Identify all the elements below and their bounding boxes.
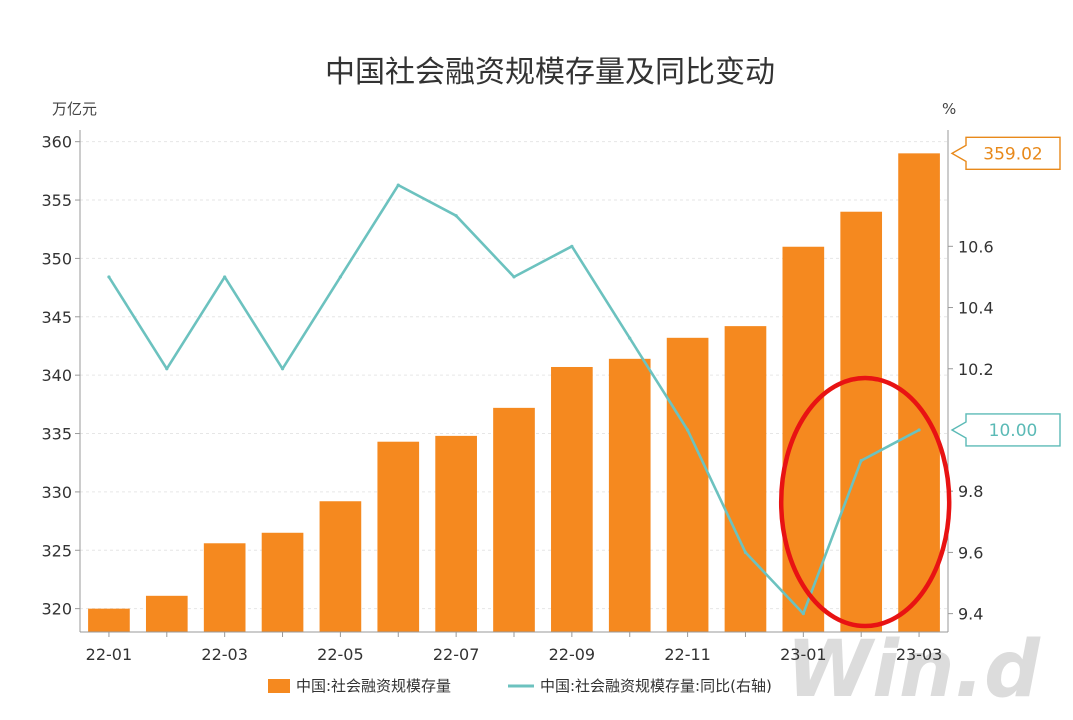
bar-22-04 (261, 532, 304, 632)
line-point-22-12 (743, 550, 748, 555)
left-tick-label: 355 (41, 191, 72, 210)
left-tick-label: 345 (41, 308, 72, 327)
right-tick-label: 10.4 (958, 299, 994, 318)
left-tick-label: 320 (41, 600, 72, 619)
right-tick-label: 9.8 (958, 482, 983, 501)
callout-box (950, 413, 1061, 447)
legend: 中国:社会融资规模存量 中国:社会融资规模存量:同比(右轴) (268, 677, 772, 695)
x-tick-label: 22-09 (549, 645, 596, 664)
right-tick-label: 9.6 (958, 543, 983, 562)
line-point-22-01 (107, 275, 111, 279)
line-series (107, 183, 921, 616)
line-point-22-07 (454, 214, 458, 218)
legend-swatch-bar (268, 679, 290, 693)
line-point-22-04 (280, 367, 285, 371)
line-point-22-09 (570, 244, 574, 248)
legend-label-line: 中国:社会融资规模存量:同比(右轴) (540, 677, 772, 695)
highlight-ellipse (778, 375, 952, 629)
bar-22-01 (88, 608, 130, 632)
callout-box (950, 136, 1061, 171)
x-tick-label: 22-11 (664, 645, 711, 664)
line-point-23-01 (801, 612, 805, 616)
left-tick-label: 350 (41, 249, 72, 268)
chart-title: 中国社会融资规模存量及同比变动 (325, 55, 775, 90)
left-tick-label: 325 (41, 541, 72, 560)
line-point-23-02 (859, 458, 863, 463)
x-tick-label: 23-03 (896, 645, 943, 664)
bar-22-08 (493, 407, 535, 632)
bar-23-02 (840, 211, 883, 632)
bar-22-03 (203, 543, 246, 632)
callout-value: 359.02 (983, 144, 1042, 164)
line-point-22-05 (338, 275, 342, 279)
right-tick-label: 10.2 (958, 360, 994, 379)
bar-22-12 (724, 326, 767, 632)
legend-label-bar: 中国:社会融资规模存量 (296, 677, 451, 695)
left-axis-unit: 万亿元 (52, 100, 97, 118)
x-tick-label: 23-01 (780, 645, 827, 664)
left-tick-label: 340 (41, 366, 72, 385)
line-point-22-03 (223, 275, 227, 279)
line-point-22-10 (628, 336, 632, 340)
right-tick-label: 9.4 (958, 605, 983, 624)
watermark: Win.d (786, 625, 1041, 715)
bar-23-01 (782, 246, 825, 632)
x-tick-label: 22-03 (201, 645, 248, 664)
axes (75, 130, 953, 637)
line-point-23-03 (917, 428, 921, 432)
left-tick-label: 360 (41, 133, 72, 152)
highlight-annotation (778, 375, 952, 629)
right-tick-label: 10.6 (958, 237, 994, 256)
bar-22-10 (608, 358, 651, 632)
bar-22-02 (145, 595, 188, 632)
bar-22-11 (666, 337, 709, 632)
bar-22-06 (377, 441, 420, 632)
tick-labels: 320 325 330 335 340 345 350 355 360 9.4 9.6 9.8 10.2… (41, 133, 993, 664)
right-axis-unit: % (942, 100, 956, 118)
line-point-22-11 (686, 428, 690, 432)
bar-22-07 (435, 435, 477, 632)
callout-value: 10.00 (989, 421, 1038, 441)
x-tick-label: 22-05 (317, 645, 364, 664)
bar-22-05 (319, 501, 362, 632)
line-point-22-06 (396, 183, 400, 187)
left-tick-label: 330 (41, 483, 72, 502)
x-tick-label: 22-07 (433, 645, 480, 664)
x-tick-label: 22-01 (86, 645, 133, 664)
line-point-22-02 (165, 367, 169, 371)
bar-22-09 (551, 366, 593, 632)
left-tick-label: 335 (41, 425, 72, 444)
bar-series (88, 153, 940, 633)
value-callouts: 359.02 10.00 (950, 136, 1061, 447)
line-point-22-08 (512, 275, 516, 279)
